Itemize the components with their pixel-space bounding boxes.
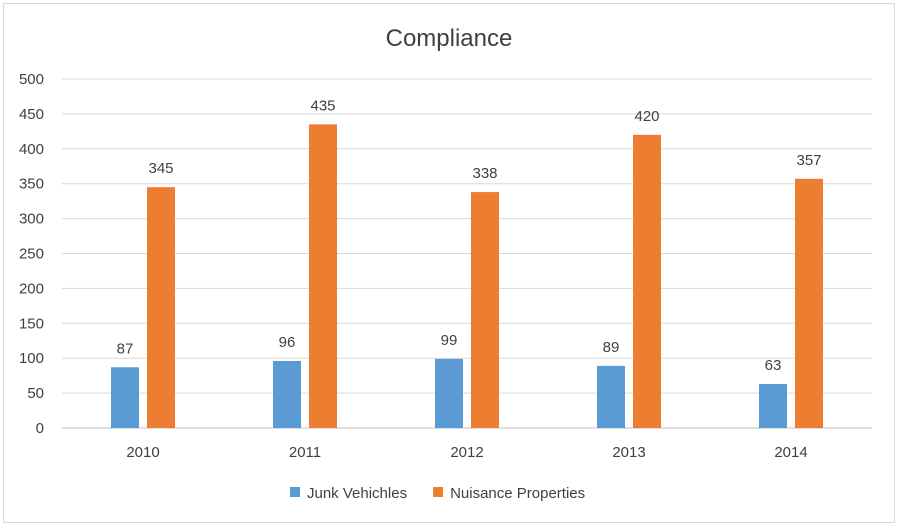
bar-nuisance-properties: [147, 187, 175, 428]
bar-nuisance-properties: [633, 134, 661, 428]
data-label: 99: [441, 332, 458, 349]
x-tick-label: 2013: [612, 444, 645, 461]
x-axis-ticks: 2010 2011 2012 2013 2014: [126, 444, 807, 461]
data-label: 338: [472, 165, 497, 182]
bar-junk-vehicles: [435, 358, 463, 428]
bar-junk-vehicles: [759, 384, 787, 428]
data-label: 345: [148, 160, 173, 177]
data-label: 435: [310, 97, 335, 114]
legend-label: Nuisance Properties: [450, 485, 585, 502]
y-tick-label: 400: [19, 141, 44, 158]
bar-nuisance-properties: [795, 178, 823, 428]
legend-swatch: [290, 487, 300, 497]
bar-junk-vehicles: [273, 360, 301, 428]
x-tick-label: 2011: [289, 444, 321, 461]
legend: Junk Vehichles Nuisance Properties: [290, 485, 585, 502]
data-label: 96: [279, 334, 296, 351]
legend-label: Junk Vehichles: [307, 485, 407, 502]
y-tick-label: 250: [19, 246, 44, 263]
y-tick-label: 300: [19, 211, 44, 228]
x-tick-label: 2012: [450, 444, 483, 461]
y-tick-label: 500: [19, 71, 44, 88]
data-labels: 87 345 96 435 99 338 89 420 63 357: [117, 97, 822, 374]
y-tick-label: 450: [19, 106, 44, 123]
data-label: 420: [634, 108, 659, 125]
bar-nuisance-properties: [309, 124, 337, 429]
bar-nuisance-properties: [471, 192, 499, 428]
data-label: 89: [603, 339, 620, 356]
y-tick-label: 50: [27, 385, 44, 402]
data-label: 87: [117, 340, 134, 357]
y-axis-ticks: 0 50 100 150 200 250 300 350 400 450 500: [19, 71, 44, 437]
y-tick-label: 0: [36, 420, 44, 437]
data-label: 63: [765, 357, 782, 374]
bar-junk-vehicles: [597, 365, 625, 428]
x-tick-label: 2014: [774, 444, 807, 461]
gridlines: [62, 78, 872, 429]
bars: [111, 124, 823, 429]
y-tick-label: 100: [19, 350, 44, 367]
y-tick-label: 350: [19, 176, 44, 193]
y-tick-label: 200: [19, 280, 44, 297]
data-label: 357: [796, 152, 821, 169]
x-tick-label: 2010: [126, 444, 159, 461]
bar-junk-vehicles: [111, 367, 139, 428]
chart-title: Compliance: [386, 25, 513, 52]
y-tick-label: 150: [19, 315, 44, 332]
legend-swatch: [433, 487, 444, 497]
